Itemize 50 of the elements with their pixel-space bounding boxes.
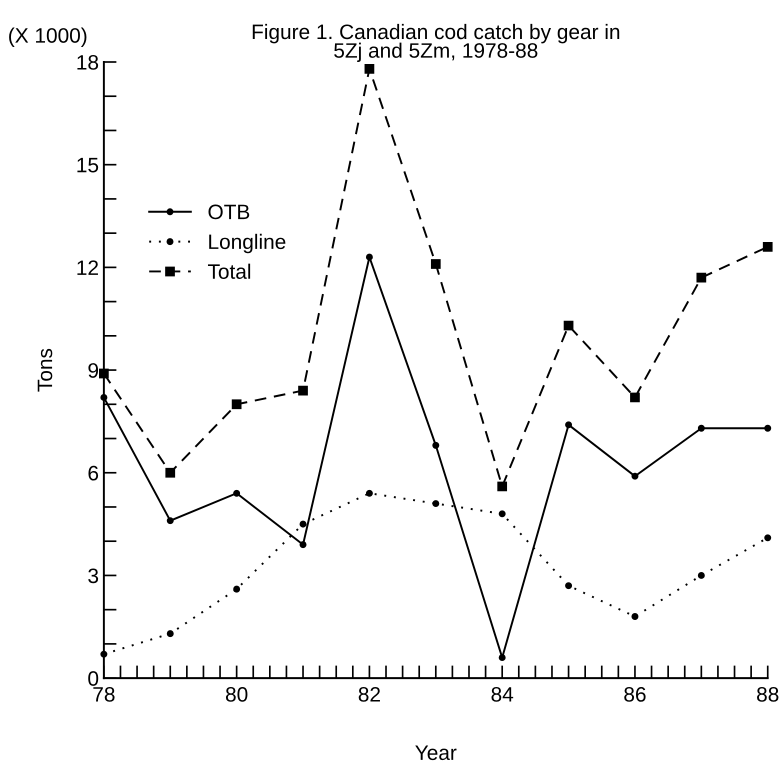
point	[696, 272, 706, 283]
point	[430, 259, 441, 269]
legend-label: Total	[208, 264, 250, 279]
x-tick-label: 88	[757, 687, 778, 702]
point	[300, 541, 306, 548]
y-tick-label: 6	[88, 466, 98, 481]
point	[630, 392, 640, 402]
point	[432, 500, 440, 508]
y-tick-label: 18	[77, 55, 98, 70]
y-tick-label: 9	[88, 363, 98, 378]
x-tick-label: 84	[492, 687, 514, 702]
point	[498, 654, 506, 662]
legend-label: OTB	[208, 204, 250, 220]
point	[564, 320, 574, 330]
point	[298, 386, 308, 396]
point	[366, 254, 373, 261]
point	[366, 490, 373, 497]
y-tick-label: 12	[77, 260, 98, 275]
point	[631, 472, 638, 480]
point	[631, 613, 638, 620]
point	[497, 482, 508, 492]
point	[565, 582, 572, 590]
point	[232, 399, 242, 410]
point	[565, 421, 572, 428]
point	[233, 490, 240, 497]
point	[165, 468, 176, 478]
point	[300, 520, 306, 528]
point	[764, 424, 772, 432]
point	[698, 424, 705, 432]
x-tick-label: 80	[226, 687, 248, 702]
x-tick-label: 82	[358, 687, 380, 702]
y-tick-label: 0	[88, 671, 98, 686]
point	[166, 630, 174, 638]
point	[764, 534, 772, 542]
point	[233, 586, 240, 593]
point	[762, 242, 773, 252]
point	[698, 572, 705, 579]
point	[498, 510, 506, 518]
point	[432, 442, 440, 449]
y-tick-label: 15	[77, 158, 98, 172]
text: (X 1000)	[9, 28, 86, 47]
y-axis-title: Tons	[38, 348, 52, 392]
x-axis-title: Year	[415, 746, 457, 760]
y-tick-label: 3	[88, 568, 98, 584]
legend-label: Longline	[209, 234, 286, 254]
x-tick-label: 78	[93, 687, 115, 702]
point	[364, 64, 374, 74]
x-tick-label: 86	[624, 687, 646, 702]
chart-title: Figure 1. Canadian cod catch by gear in 5Zj and 5Zm, 1978-88	[252, 24, 620, 62]
point	[166, 517, 174, 524]
